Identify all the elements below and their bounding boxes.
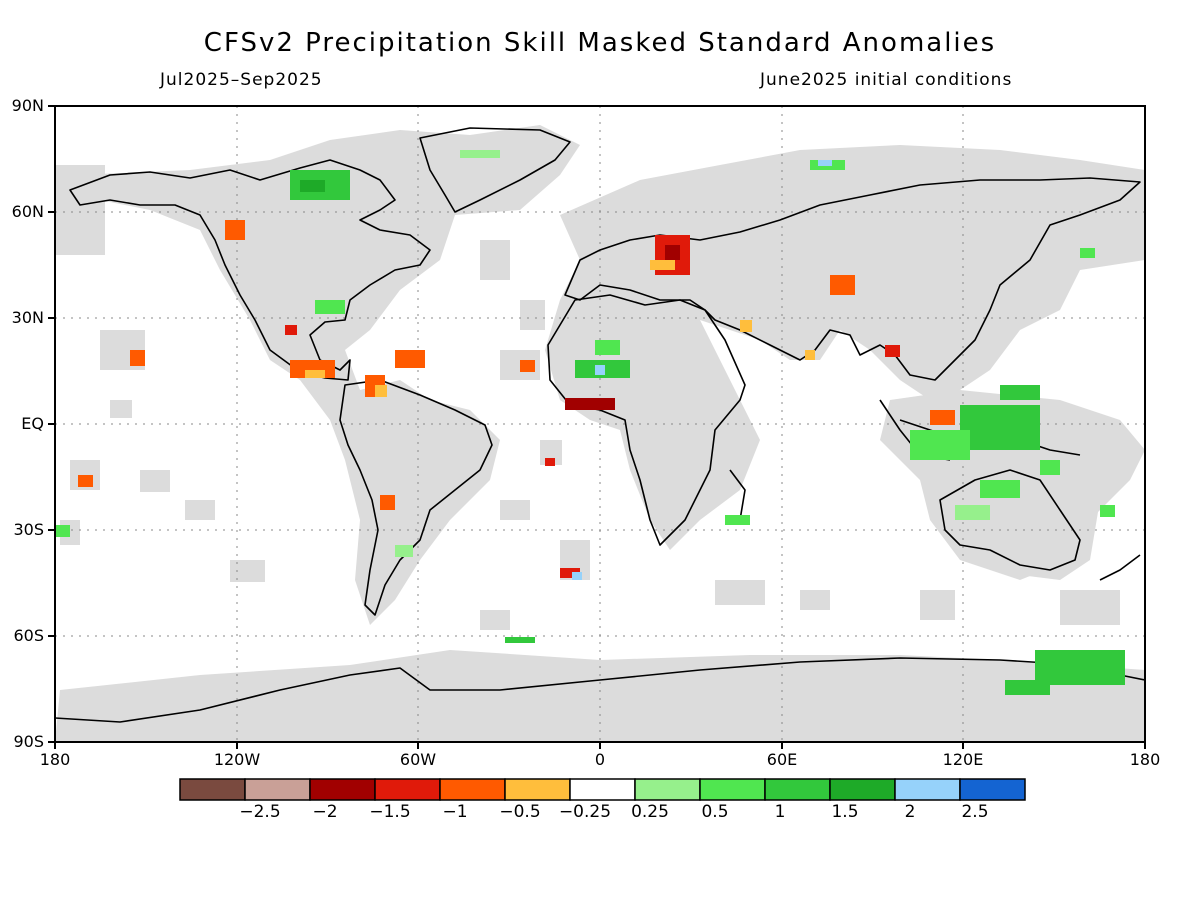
colorbar-label: 1.5 <box>831 802 859 822</box>
colorbar-label: 2.5 <box>961 802 989 822</box>
lat-label-60n: 60N <box>11 202 44 221</box>
anomaly-patches <box>55 150 1125 695</box>
colorbar-swatch <box>244 778 311 801</box>
lat-label-30n: 30N <box>11 308 44 327</box>
lat-label-90n: 90N <box>11 96 44 115</box>
colorbar-swatch <box>699 778 766 801</box>
colorbar-label: −0.5 <box>499 802 541 822</box>
lon-label-120w: 120W <box>213 750 261 769</box>
colorbar-swatch <box>959 778 1026 801</box>
lat-label-90s: 90S <box>13 732 44 751</box>
colorbar-label: 0.25 <box>631 802 669 822</box>
colorbar-swatch <box>894 778 961 801</box>
valid-period: Jul2025–Sep2025 <box>160 70 323 90</box>
colorbar <box>179 778 1026 801</box>
lon-label-60e: 60E <box>766 750 798 769</box>
lat-label-60s: 60S <box>13 626 44 645</box>
colorbar-label: −2.5 <box>239 802 281 822</box>
colorbar-swatch <box>439 778 506 801</box>
initial-conditions: June2025 initial conditions <box>760 70 1013 90</box>
graticule <box>55 106 1145 742</box>
colorbar-swatch <box>829 778 896 801</box>
colorbar-label: −2 <box>312 802 338 822</box>
lon-label-0: 0 <box>594 750 606 769</box>
colorbar-label: 2 <box>904 802 916 822</box>
colorbar-swatch <box>179 778 246 801</box>
map-title: CFSv2 Precipitation Skill Masked Standar… <box>203 28 997 58</box>
colorbar-swatch <box>309 778 376 801</box>
colorbar-label: −1 <box>442 802 468 822</box>
colorbar-label: 1 <box>774 802 786 822</box>
colorbar-swatch <box>634 778 701 801</box>
colorbar-swatch <box>504 778 571 801</box>
lon-label-60w: 60W <box>399 750 437 769</box>
colorbar-swatch <box>374 778 441 801</box>
colorbar-swatch <box>569 778 636 801</box>
axis-ticks <box>48 105 1146 749</box>
colorbar-label: −0.25 <box>558 802 612 822</box>
lat-label-eq: EQ <box>21 414 44 433</box>
lon-label-120e: 120E <box>942 750 984 769</box>
lon-label-180e: 180 <box>1129 750 1161 769</box>
lat-label-30s: 30S <box>13 520 44 539</box>
lon-label-180w: 180 <box>39 750 71 769</box>
colorbar-label: −1.5 <box>369 802 411 822</box>
colorbar-swatch <box>764 778 831 801</box>
colorbar-label: 0.5 <box>701 802 729 822</box>
